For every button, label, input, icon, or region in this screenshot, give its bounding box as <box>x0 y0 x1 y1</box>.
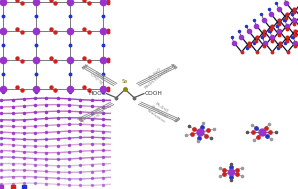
Text: Ph₂SnO
MeOH: Ph₂SnO MeOH <box>86 104 104 120</box>
Text: HOOC: HOOC <box>88 91 106 96</box>
Text: COOH: COOH <box>145 91 162 96</box>
Text: Bu₂SnO
MeOH: Bu₂SnO MeOH <box>90 67 108 84</box>
Text: Ph₂SnO
Biological
evaluation: Ph₂SnO Biological evaluation <box>147 100 172 124</box>
Text: Se: Se <box>122 79 128 84</box>
Text: Bu₂SnO
MeOH/H₂O/HNO₃: Bu₂SnO MeOH/H₂O/HNO₃ <box>141 61 173 89</box>
